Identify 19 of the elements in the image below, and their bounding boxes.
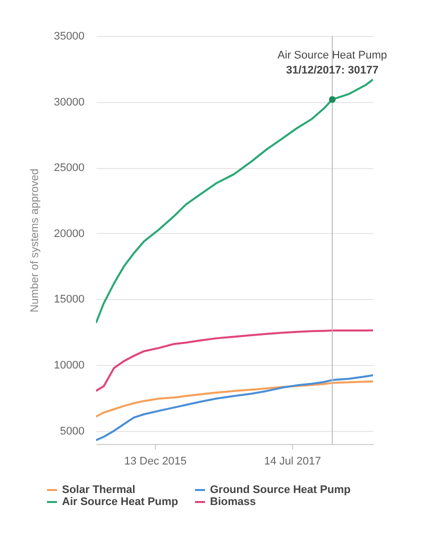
legend-label: Biomass	[210, 496, 256, 508]
y-tick-label: 25000	[54, 162, 84, 174]
y-tick-label: 30000	[54, 96, 84, 108]
legend-label: Ground Source Heat Pump	[210, 484, 351, 496]
x-tick-label: 13 Dec 2015	[124, 456, 187, 468]
legend-label: Air Source Heat Pump	[62, 496, 178, 508]
line-series	[96, 329, 373, 392]
y-tick-label: 20000	[54, 228, 84, 240]
y-axis-title: Number of systems approved	[28, 168, 41, 312]
legend-label: Solar Thermal	[62, 484, 136, 496]
line-series	[96, 78, 373, 324]
annotation: Air Source Heat Pump 31/12/2017: 30177	[278, 49, 387, 76]
y-tick-label: 5000	[60, 425, 84, 438]
y-tick-label: 35000	[54, 30, 84, 42]
x-tick-label: 14 Jul 2017	[264, 456, 321, 468]
line-series	[96, 380, 373, 418]
line-series	[96, 374, 373, 442]
y-tick-label: 15000	[54, 294, 84, 306]
y-tick-label: 10000	[54, 360, 84, 372]
